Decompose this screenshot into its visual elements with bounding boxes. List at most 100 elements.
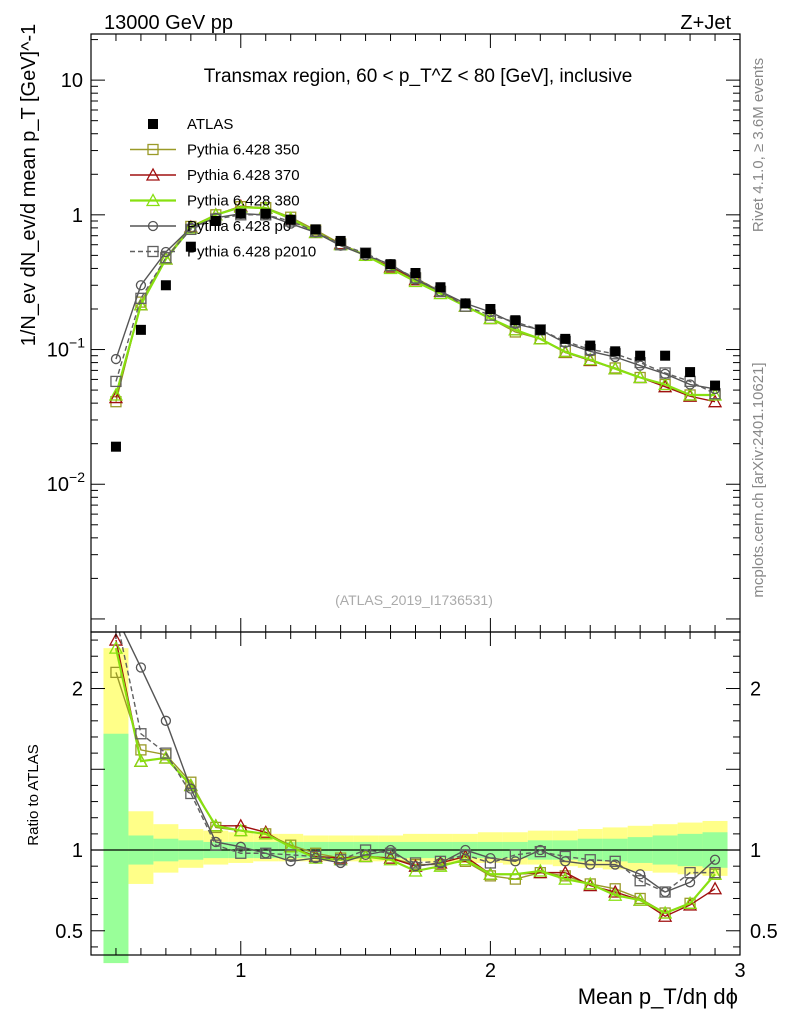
legend-marker: [147, 245, 159, 258]
energy-label: 13000 GeV pp: [104, 12, 233, 34]
legend-entry: Pythia 6.428 370: [130, 167, 300, 184]
ratio-point: [235, 841, 246, 852]
ratio-point: [533, 863, 548, 877]
mc-point: [185, 223, 197, 236]
ratio-point: [158, 750, 173, 764]
atlas-data-point: [360, 248, 371, 259]
ratio-point: [383, 852, 398, 866]
ratio-axis-label: Ratio to ATLAS: [25, 744, 42, 845]
mc-point: [135, 280, 147, 291]
mc-point: [158, 251, 173, 265]
atlas-data-point: [610, 346, 621, 357]
ratio-point: [635, 869, 646, 880]
ratio-point: [310, 850, 322, 863]
ratio-point: [483, 866, 498, 880]
ratio-tick-label: 2: [72, 679, 83, 701]
x-tick-label: 2: [485, 960, 496, 982]
ratio-point: [633, 892, 648, 906]
mc-point: [659, 367, 671, 379]
ratio-point: [235, 847, 247, 859]
ratio-point: [185, 787, 197, 800]
atlas-data-point: [260, 208, 271, 219]
ratio-point: [484, 870, 497, 882]
ratio-point: [210, 839, 222, 851]
atlas-data-point: [335, 235, 346, 246]
atlas-data-point: [685, 367, 696, 378]
ratio-point: [409, 857, 422, 869]
legend-marker: [147, 220, 159, 232]
x-tick-label: 3: [734, 960, 745, 982]
atlas-data-point: [535, 324, 546, 335]
ratio-point: [484, 857, 497, 869]
ratio-curves: [108, 632, 723, 922]
mc-point: [633, 370, 648, 384]
atlas-data-point: [285, 214, 296, 225]
ratio-point: [135, 662, 147, 673]
ratio-point: [682, 895, 698, 909]
atlas-data-point: [660, 350, 671, 361]
legend-marker: [145, 167, 161, 181]
ratio-curve-line: [118, 632, 716, 893]
mc-point: [108, 390, 124, 404]
mc-point: [707, 387, 723, 401]
legend-label: Pythia 6.428 p2010: [187, 244, 316, 261]
ratio-point: [684, 866, 696, 879]
atlas-data-point: [510, 315, 521, 326]
mc-point: [583, 352, 598, 366]
ratio-panel-frame: [90, 631, 741, 956]
legend-entry: Pythia 6.428 350: [130, 142, 300, 159]
atlas-data-point: [110, 441, 121, 452]
mc-point: [135, 292, 147, 304]
ratio-tick-label-right: 0.5: [750, 921, 778, 943]
ratio-point: [459, 849, 472, 861]
mc-point: [707, 394, 723, 408]
ratio-point: [408, 863, 423, 877]
atlas-data-point: [235, 208, 246, 219]
ratio-point: [433, 858, 448, 872]
ratio-point: [709, 854, 721, 865]
legend-label: Pythia 6.428 380: [187, 193, 300, 210]
mc-point: [110, 353, 122, 365]
ratio-tick-label-right: 2: [750, 679, 761, 701]
atlas-data-point: [135, 324, 146, 335]
process-label: Z+Jet: [680, 12, 731, 34]
mc-point: [658, 377, 673, 391]
ratio-point: [534, 845, 546, 858]
ratio-point: [283, 839, 298, 853]
analysis-watermark: (ATLAS_2019_I1736531): [335, 592, 493, 608]
mc-point: [608, 361, 623, 375]
atlas-data-point: [485, 303, 496, 314]
ratio-point: [108, 632, 124, 646]
ratio-tick-label-right: 1: [750, 840, 761, 862]
ratio-curve-line: [122, 632, 716, 893]
ratio-point: [258, 824, 273, 838]
legend-marker: [145, 193, 161, 207]
ratio-point: [434, 855, 447, 867]
ratio-point: [608, 884, 623, 898]
atlas-data-point: [410, 267, 421, 278]
y-axis-label: 1/N_ev dN_ev/d mean p_T [GeV]^-1: [18, 24, 40, 347]
mc-point: [110, 375, 122, 388]
y-tick-label: 10−2: [47, 469, 85, 496]
atlas-data-point: [210, 215, 221, 226]
legend-atlas-label: ATLAS: [187, 116, 233, 133]
atlas-data-point: [635, 350, 646, 361]
ratio-point: [160, 747, 172, 759]
rivet-version-label: Rivet 4.1.0, ≥ 3.6M events: [750, 58, 767, 232]
ratio-point: [233, 823, 248, 837]
atlas-data-points: [110, 208, 721, 452]
axis-ticks: 1 2 3 10 1 10−1 10−2 0.5 0.5 1 1 2 2: [47, 34, 778, 982]
mc-point: [508, 322, 523, 336]
mc-point: [533, 331, 548, 345]
plot-title: Transmax region, 60 < p_T^Z < 80 [GeV], …: [204, 66, 633, 87]
atlas-data-point: [710, 380, 721, 391]
atlas-data-point: [385, 259, 396, 270]
atlas-data-point: [310, 224, 321, 235]
ratio-point: [208, 818, 223, 832]
y-tick-label: 1: [72, 205, 83, 227]
mc-point: [558, 344, 573, 358]
mc-point: [682, 387, 698, 401]
legend-entry: Pythia 6.428 p2010: [130, 244, 316, 261]
ratio-tick-label: 1: [72, 840, 83, 862]
